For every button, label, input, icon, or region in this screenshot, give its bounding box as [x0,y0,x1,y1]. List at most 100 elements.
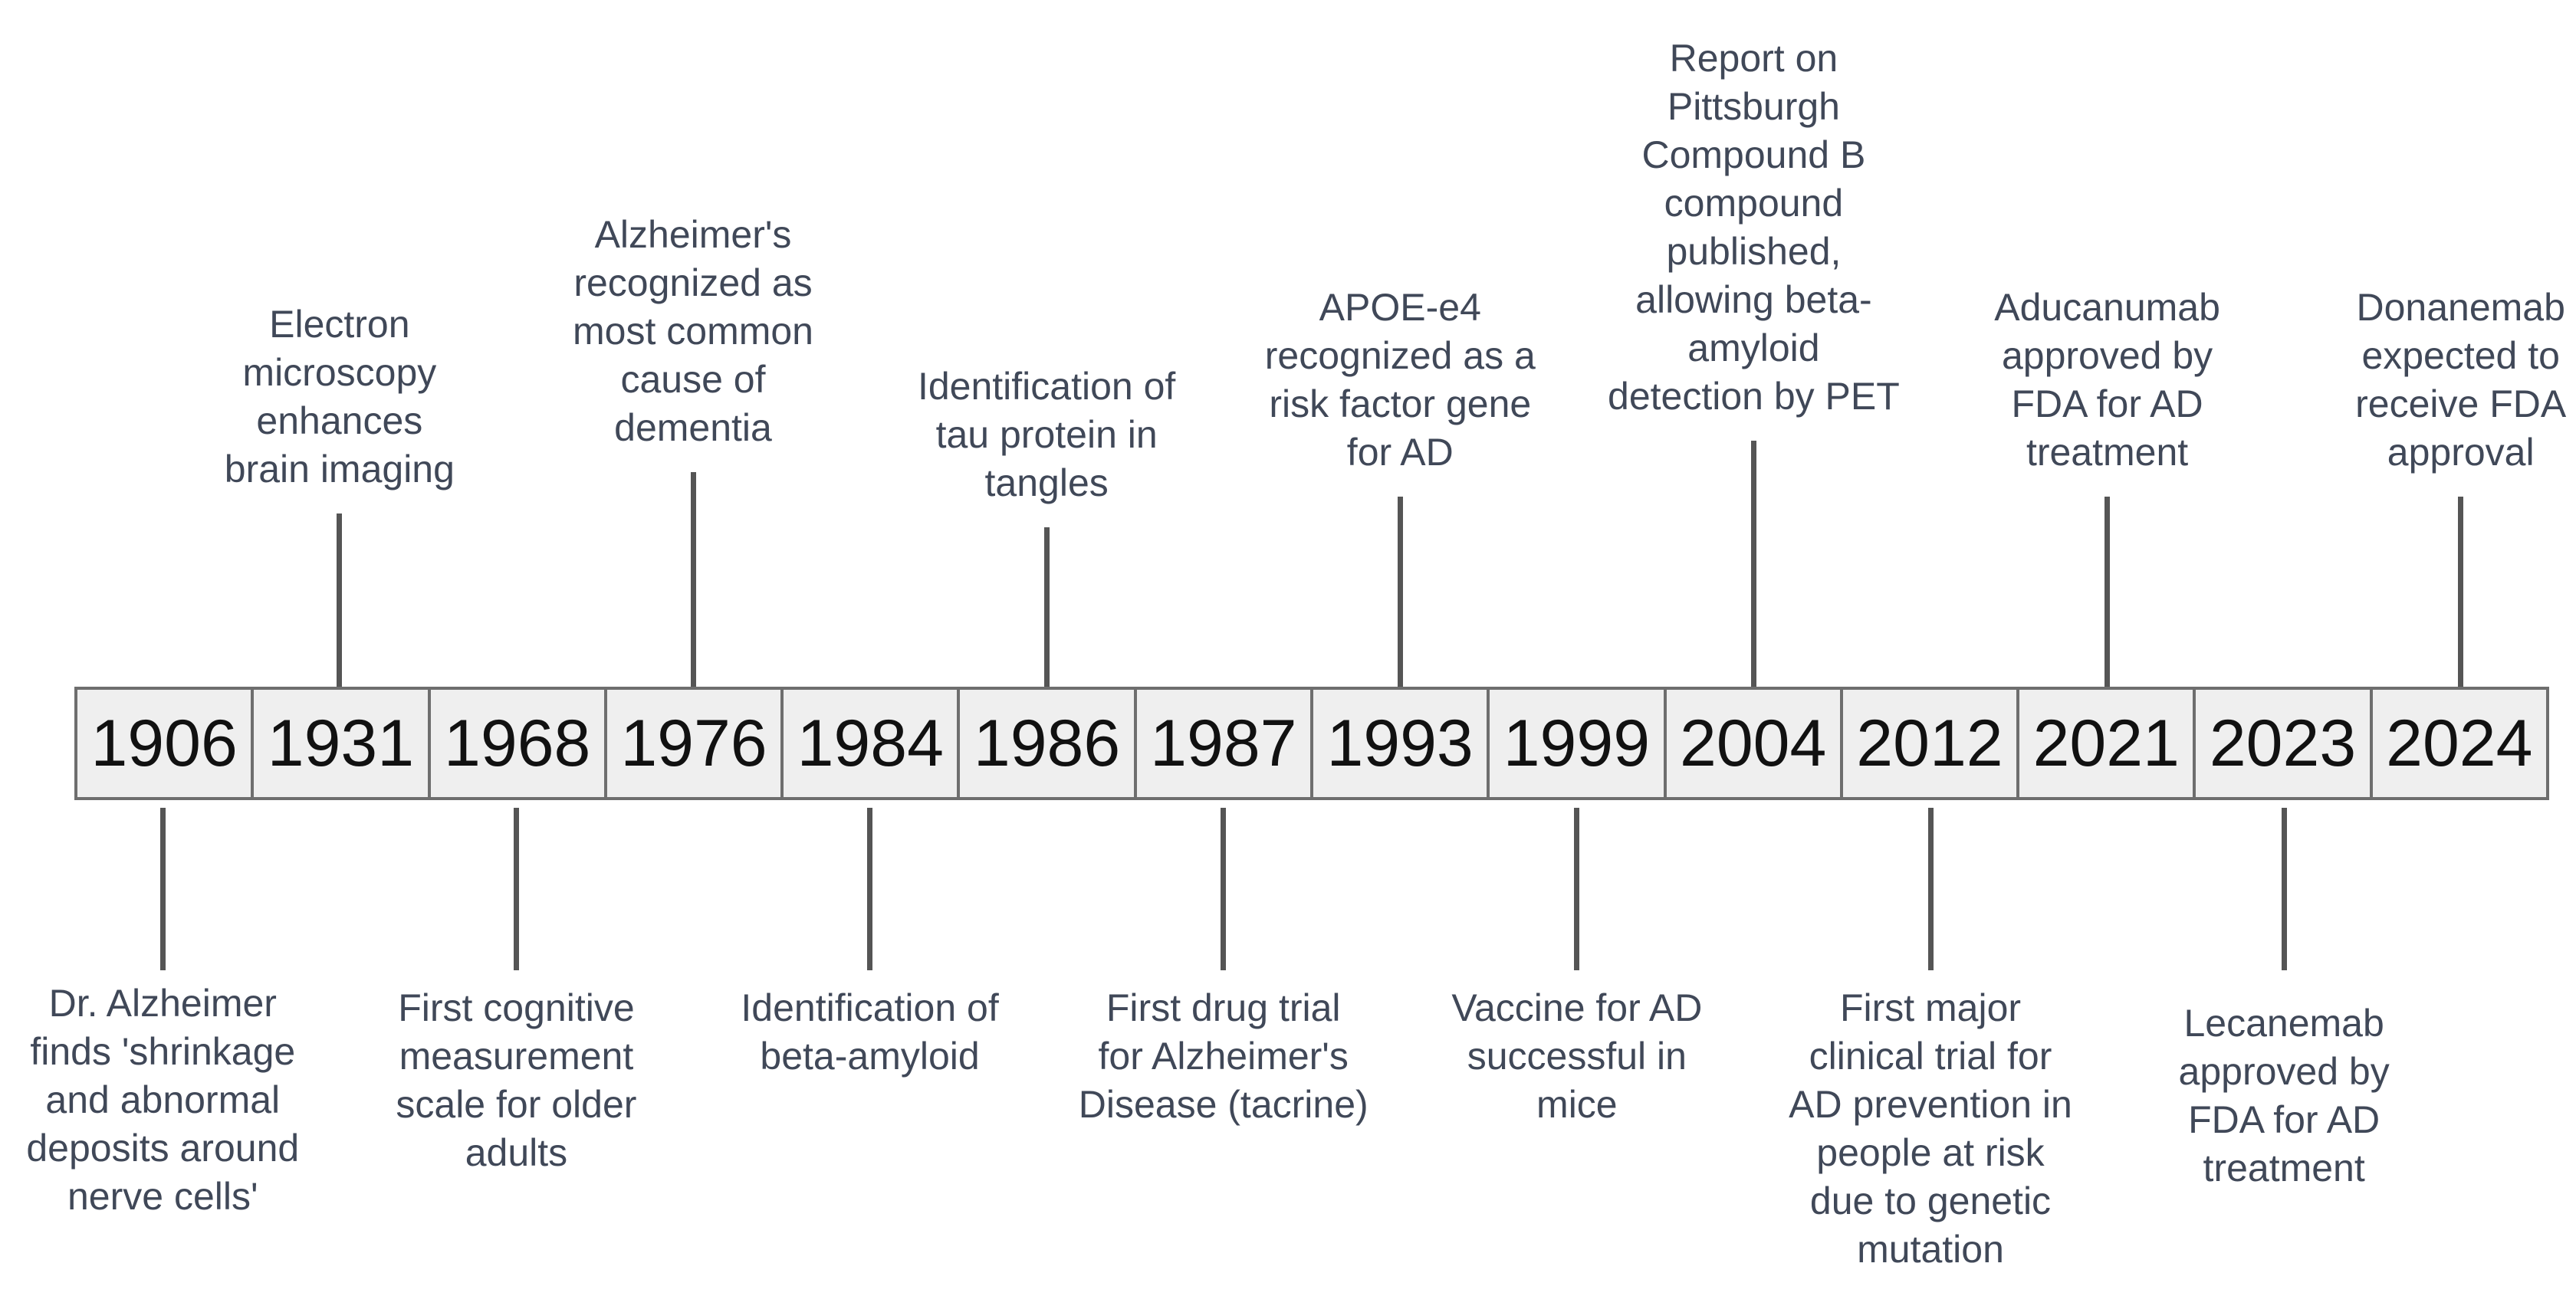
event-label-line: most common [573,310,813,353]
connector-above-1931 [337,513,343,687]
event-label-line: and abnormal [45,1078,281,1121]
event-label-line: FDA for AD [2188,1098,2380,1141]
year-cell-1984: 1984 [784,690,961,797]
event-label-line: beta-amyloid [760,1035,980,1078]
event-label-line: Disease (tacrine) [1078,1083,1368,1126]
year-cell-1906: 1906 [77,690,255,797]
event-label-2004: Report on Pittsburgh Compound B compound pub… [1600,34,1907,421]
event-label-line: deposits around [26,1127,300,1170]
connector-below-1984 [867,808,873,970]
event-label-1984: Identification of beta-amyloid [717,984,1024,1081]
year-cell-2012: 2012 [1843,690,2020,797]
event-label-line: clinical trial for [1809,1035,2052,1078]
event-label-1931: Electron microscopy enhances brain imaging [186,300,493,494]
event-label-line: Donanemab [2356,286,2565,329]
event-label-line: due to genetic [1809,1180,2052,1222]
event-label-line: cause of [620,358,766,401]
event-label-1976: Alzheimer's recognized as most common cause… [540,211,846,452]
event-label-line: risk factor gene [1269,382,1532,425]
event-label-line: Aducanumab [1994,286,2220,329]
event-label-line: nerve cells' [67,1175,258,1218]
event-label-1968: First cognitive measurement scale for olde… [363,984,669,1177]
connector-above-1986 [1043,527,1050,687]
event-label-line: Dr. Alzheimer [48,982,277,1025]
year-cell-1931: 1931 [254,690,431,797]
connector-below-1906 [159,808,166,970]
year-cell-1976: 1976 [607,690,784,797]
event-label-line: approved by [2178,1050,2390,1093]
event-label-line: compound [1664,182,1844,225]
event-label-line: dementia [614,406,772,449]
event-label-line: people at risk [1816,1131,2045,1174]
year-cell-1993: 1993 [1313,690,1490,797]
connector-above-1993 [1397,497,1403,687]
event-label-line: brain imaging [224,448,455,491]
event-label-2021: Aducanumab approved by FDA for AD treatment [1954,284,2261,477]
year-cell-2024: 2024 [2386,707,2533,780]
event-label-line: approval [2387,431,2535,474]
event-label-line: allowing beta- [1635,278,1872,321]
event-label-line: successful in [1467,1035,1687,1078]
event-label-line: measurement [399,1035,634,1078]
event-label-line: amyloid [1687,326,1820,369]
event-label-line: finds 'shrinkage [30,1030,296,1073]
connector-above-2004 [1750,441,1756,687]
event-label-2023: Lecanemab approved by FDA for AD treatment [2131,999,2437,1193]
event-label-line: treatment [2026,431,2189,474]
event-label-line: tangles [984,461,1109,504]
year-cell-1987: 1987 [1137,690,1313,797]
event-label-1906: Dr. Alzheimer finds 'shrinkage and abnorma… [9,979,316,1221]
event-label-line: First drug trial [1106,986,1341,1029]
event-label-1999: Vaccine for AD successful in mice [1424,984,1730,1129]
event-label-line: Compound B [1641,133,1866,176]
event-label-line: mutation [1857,1228,2004,1271]
event-label-line: treatment [2203,1147,2365,1189]
event-label-line: tau protein in [935,413,1158,456]
event-label-1993: APOE-e4 recognized as a risk factor gene fo… [1247,284,1553,477]
event-label-line: scale for older [396,1083,637,1126]
event-label-line: recognized as [573,261,813,304]
event-label-line: First major [1839,986,2022,1029]
event-label-line: published, [1666,230,1842,273]
event-label-line: APOE-e4 [1319,286,1481,329]
year-cell-1986: 1986 [960,690,1137,797]
event-label-line: Report on [1669,37,1838,80]
connector-below-1987 [1221,808,1227,970]
event-label-1986: Identification of tau protein in tangles [893,363,1200,507]
year-cell-2004: 2004 [1667,690,1843,797]
event-label-line: receive FDA [2355,382,2567,425]
event-label-line: enhances [256,399,423,442]
event-label-line: Pittsburgh [1667,85,1840,128]
event-label-line: for Alzheimer's [1098,1035,1349,1078]
year-cell-2021: 2021 [2019,690,2196,797]
event-label-line: AD prevention in [1789,1083,2072,1126]
year-cell-2023: 2023 [2196,690,2373,797]
event-label-line: First cognitive [398,986,635,1029]
event-label-2024: Donanemab expected to receive FDA approval [2308,284,2576,477]
event-label-2012: First major clinical trial for AD preventi… [1777,984,2084,1274]
event-label-line: Electron [269,303,410,346]
event-label-line: FDA for AD [2011,382,2203,425]
event-label-line: approved by [2001,334,2213,377]
event-label-line: Vaccine for AD [1451,986,1703,1029]
connector-below-1968 [513,808,519,970]
year-bar: 1906 1931 1968 1976 1984 1986 1987 1993 1999 2004… [74,687,2549,800]
connector-below-1999 [1574,808,1580,970]
event-label-1987: First drug trial for Alzheimer's Disease (… [1070,984,1377,1129]
year-cell-1968: 1968 [431,690,607,797]
event-label-line: Identification of [917,365,1176,408]
event-label-line: microscopy [242,351,437,394]
connector-below-2023 [2281,808,2287,970]
event-label-line: for AD [1346,431,1454,474]
event-label-line: expected to [2361,334,2560,377]
event-label-line: adults [465,1131,568,1174]
year-cell-1999: 1999 [1490,690,1667,797]
event-label-line: mice [1536,1083,1618,1126]
connector-below-2012 [1927,808,1934,970]
connector-above-1976 [690,472,696,687]
event-label-line: recognized as a [1264,334,1536,377]
event-label-line: Lecanemab [2183,1002,2384,1045]
connector-above-2024 [2458,497,2464,687]
connector-above-2021 [2104,497,2111,687]
